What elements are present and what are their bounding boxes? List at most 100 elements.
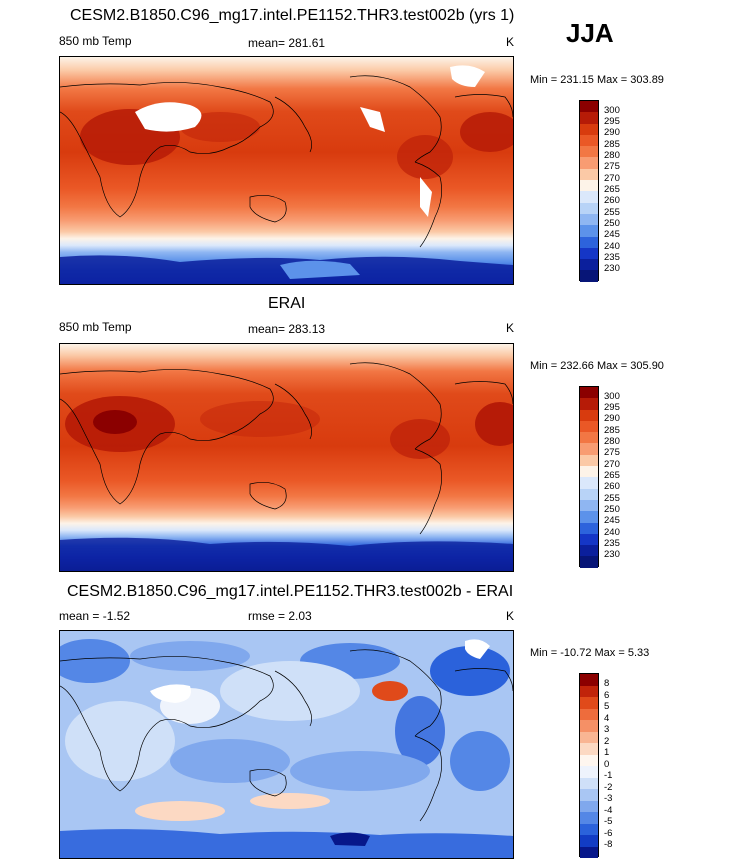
panel3-colorbar [579,673,599,858]
panel3-cold-bias-siberia [130,641,250,671]
panel2-colorbar-swatch [580,522,598,534]
panel2-colorbar-swatch [580,533,598,546]
panel3-cold-bias-south-pacific [290,751,430,791]
panel3-cold-bias-americas [395,696,445,766]
panel1-colorbar-swatch [580,191,598,203]
panel3-colorbar-swatch [580,743,598,755]
panel2-hot-core-arabia [93,410,137,434]
panel1-colorbar-swatch [580,168,598,181]
colorbar-tick-label: -1 [604,770,613,781]
panel3-warm-bias-south [250,793,330,809]
panel1-colorbar-swatch [580,101,598,113]
panel1-map-svg [60,57,513,284]
panel1-colorbar-swatch [580,134,598,147]
colorbar-tick-label: -3 [604,793,613,804]
panel3-cold-bias-antarctic [60,829,513,858]
panel2-warm-core-sahara [475,402,513,446]
panel1-map [59,56,514,285]
colorbar-tick-label: 275 [604,161,620,172]
panel2-colorbar-swatch [580,409,598,421]
panel1-mask-rockies [360,107,385,132]
colorbar-tick-label: 295 [604,116,620,127]
colorbar-tick-label: 300 [604,105,620,116]
panel1-mask-tibet [135,102,202,132]
panel3-cold-bias-tropics [170,739,290,783]
panel2-mean-label: mean= 283.13 [248,322,326,336]
panel2-colorbar-swatch [580,488,598,500]
panel3-rmse-label: rmse = 2.03 [248,609,312,623]
panel1-minmax: Min = 231.15 Max = 303.89 [530,74,664,86]
panel3-mask-greenland [465,639,490,659]
colorbar-tick-label: -6 [604,828,613,839]
panel1-warm-core-sahara [460,112,513,152]
panel3-colorbar-swatch [580,766,598,778]
colorbar-tick-label: 285 [604,139,620,150]
panel1-colorbar-swatch [580,259,598,271]
panel3-map-svg [60,631,513,858]
panel1-title: CESM2.B1850.C96_mg17.intel.PE1152.THR3.t… [70,7,515,24]
colorbar-tick-label: 260 [604,195,620,206]
panel1-antarctic-shelf [280,260,360,279]
colorbar-tick-label: 245 [604,515,620,526]
colorbar-tick-label: 240 [604,241,620,252]
colorbar-tick-label: -4 [604,805,613,816]
colorbar-tick-label: 6 [604,690,610,701]
panel2-map-svg [60,344,513,571]
panel3-warm-bias-southern [135,801,225,821]
panel3-colorbar-swatch [580,685,598,697]
colorbar-tick-label: 285 [604,425,620,436]
panel3-strong-cold-antarctic [330,832,370,846]
panel2-temperature-field [60,344,513,571]
panel1-colorbar-swatch [580,247,598,260]
panel3-weak-bias-indian [65,701,175,781]
panel1-colorbar-swatch [580,236,598,248]
panel3-colorbar-swatch [580,720,598,732]
colorbar-tick-label: 5 [604,701,610,712]
panel1-colorbar-swatch [580,270,598,282]
colorbar-tick-label: 2 [604,736,610,747]
colorbar-tick-label: -5 [604,816,613,827]
colorbar-tick-label: 290 [604,127,620,138]
panel2-colorbar-swatch [580,511,598,523]
panel1-colorbar-swatch [580,225,598,237]
colorbar-tick-label: -2 [604,782,613,793]
colorbar-tick-label: 270 [604,173,620,184]
panel2-colorbar-swatch [580,454,598,467]
panel2-warm-core-asia [200,401,320,437]
colorbar-tick-label: 250 [604,504,620,515]
panel3-colorbar-swatch [580,754,598,766]
colorbar-tick-label: 245 [604,229,620,240]
panel2-colorbar-swatch [580,477,598,489]
panel3-cold-bias-atlantic [430,646,510,696]
panel3-title: CESM2.B1850.C96_mg17.intel.PE1152.THR3.t… [67,583,514,600]
panel2-coastlines [60,362,513,535]
panel1-colorbar [579,100,599,282]
panel2-colorbar-swatch [580,420,598,433]
panel3-minmax: Min = -10.72 Max = 5.33 [530,647,650,659]
panel2-antarctic-cold [60,537,513,571]
panel1-colorbar-swatch [580,157,598,169]
panel3-colorbar-swatch [580,800,598,812]
colorbar-tick-label: 4 [604,713,610,724]
panel1-warm-core-americas [397,135,453,179]
colorbar-tick-label: 265 [604,470,620,481]
colorbar-tick-label: 255 [604,207,620,218]
panel2-colorbar-swatch [580,398,598,410]
colorbar-tick-label: 250 [604,218,620,229]
panel2-colorbar-swatch [580,556,598,568]
colorbar-tick-label: 230 [604,549,620,560]
panel3-colorbar-swatch [580,812,598,824]
panel2-minmax: Min = 232.66 Max = 305.90 [530,360,664,372]
colorbar-tick-label: 240 [604,527,620,538]
panel2-warm-core-americas [390,419,450,459]
season-label: JJA [566,18,614,48]
panel3-colorbar-swatch [580,697,598,709]
colorbar-tick-label: 255 [604,493,620,504]
panel3-cold-bias-south-atlantic [450,731,510,791]
panel3-colorbar-swatch [580,823,598,835]
panel1-coastlines [60,75,513,248]
colorbar-tick-label: 1 [604,747,610,758]
colorbar-tick-label: 8 [604,678,610,689]
panel2-units-label: K [506,321,515,335]
colorbar-tick-label: 280 [604,150,620,161]
